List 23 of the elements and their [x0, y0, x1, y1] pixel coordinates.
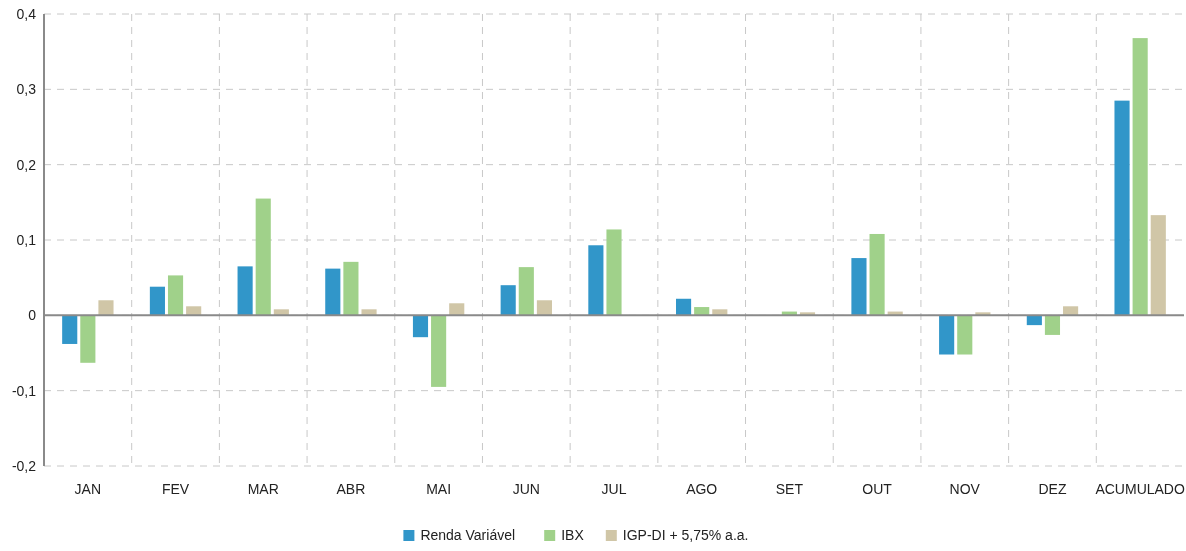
x-tick-label: OUT: [862, 481, 893, 497]
x-tick-label: MAR: [247, 481, 279, 497]
y-tick-label: 0,3: [16, 81, 37, 98]
x-tick-label: FEV: [161, 481, 190, 497]
x-tick-label: JUL: [601, 481, 627, 497]
x-tick-label: MAI: [426, 481, 452, 497]
y-tick-label: -0,2: [11, 457, 37, 474]
x-tick-label: NOV: [949, 481, 981, 497]
y-tick-label: 0: [28, 307, 37, 324]
legend-label: Renda Variável: [420, 526, 516, 543]
x-tick-label: ABR: [336, 481, 366, 497]
x-tick-label: AGO: [686, 481, 718, 497]
y-tick-label: 0,2: [16, 156, 37, 173]
legend-label: IBX: [561, 526, 585, 543]
x-tick-label: JUN: [512, 481, 540, 497]
x-tick-label: ACUMULADO: [1095, 481, 1185, 497]
y-tick-label: -0,1: [11, 382, 37, 399]
x-tick-label: DEZ: [1038, 481, 1067, 497]
x-tick-label: JAN: [74, 481, 102, 497]
y-tick-label: 0,4: [16, 5, 37, 22]
y-tick-label: 0,1: [16, 231, 37, 248]
legend-label: IGP-DI + 5,75% a.a.: [622, 526, 749, 543]
x-tick-label: SET: [775, 481, 804, 497]
